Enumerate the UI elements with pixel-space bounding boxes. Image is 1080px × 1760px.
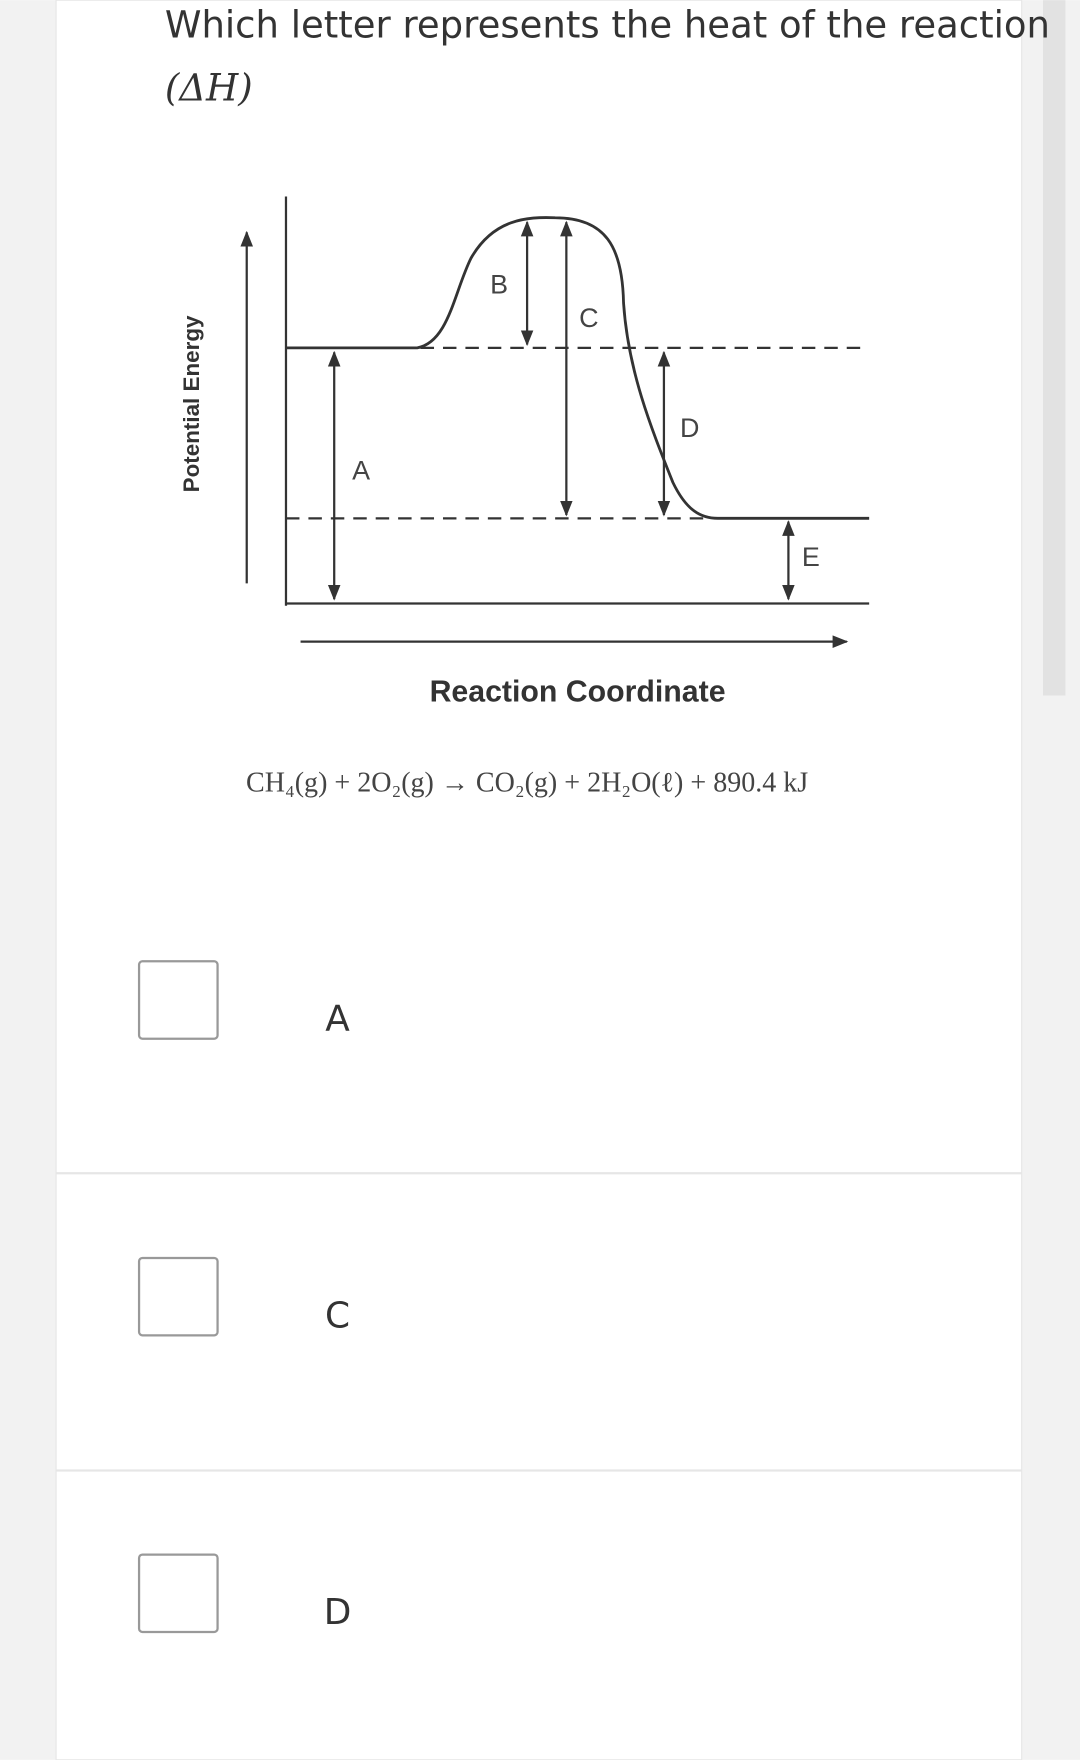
diagram-label: B [490,269,508,299]
equation: CH₄(g) + 2O₂(g) → CO₂(g) + 2H₂O(ℓ) + 890… [246,768,808,799]
scrollbar [1042,0,1066,696]
checkbox[interactable] [137,1256,219,1337]
x-axis-label: Reaction Coordinate [430,675,726,708]
option-label[interactable]: D [324,1592,352,1633]
option-label[interactable]: A [325,999,350,1040]
energy-curve [285,216,870,520]
diagram-label: D [680,413,699,443]
diagram-label: C [579,303,598,333]
checkbox[interactable] [137,1553,219,1634]
question-text: Which letter represents the heat of the … [165,4,1050,47]
energy-diagram [240,196,870,648]
checkbox[interactable] [137,960,219,1040]
card [55,0,1023,1760]
y-axis-label: Potential Energy [179,315,204,492]
diagram-label: E [802,542,820,572]
diagram-label: A [352,455,370,485]
question-math: (ΔH) [165,67,253,110]
option-label[interactable]: C [325,1295,350,1336]
